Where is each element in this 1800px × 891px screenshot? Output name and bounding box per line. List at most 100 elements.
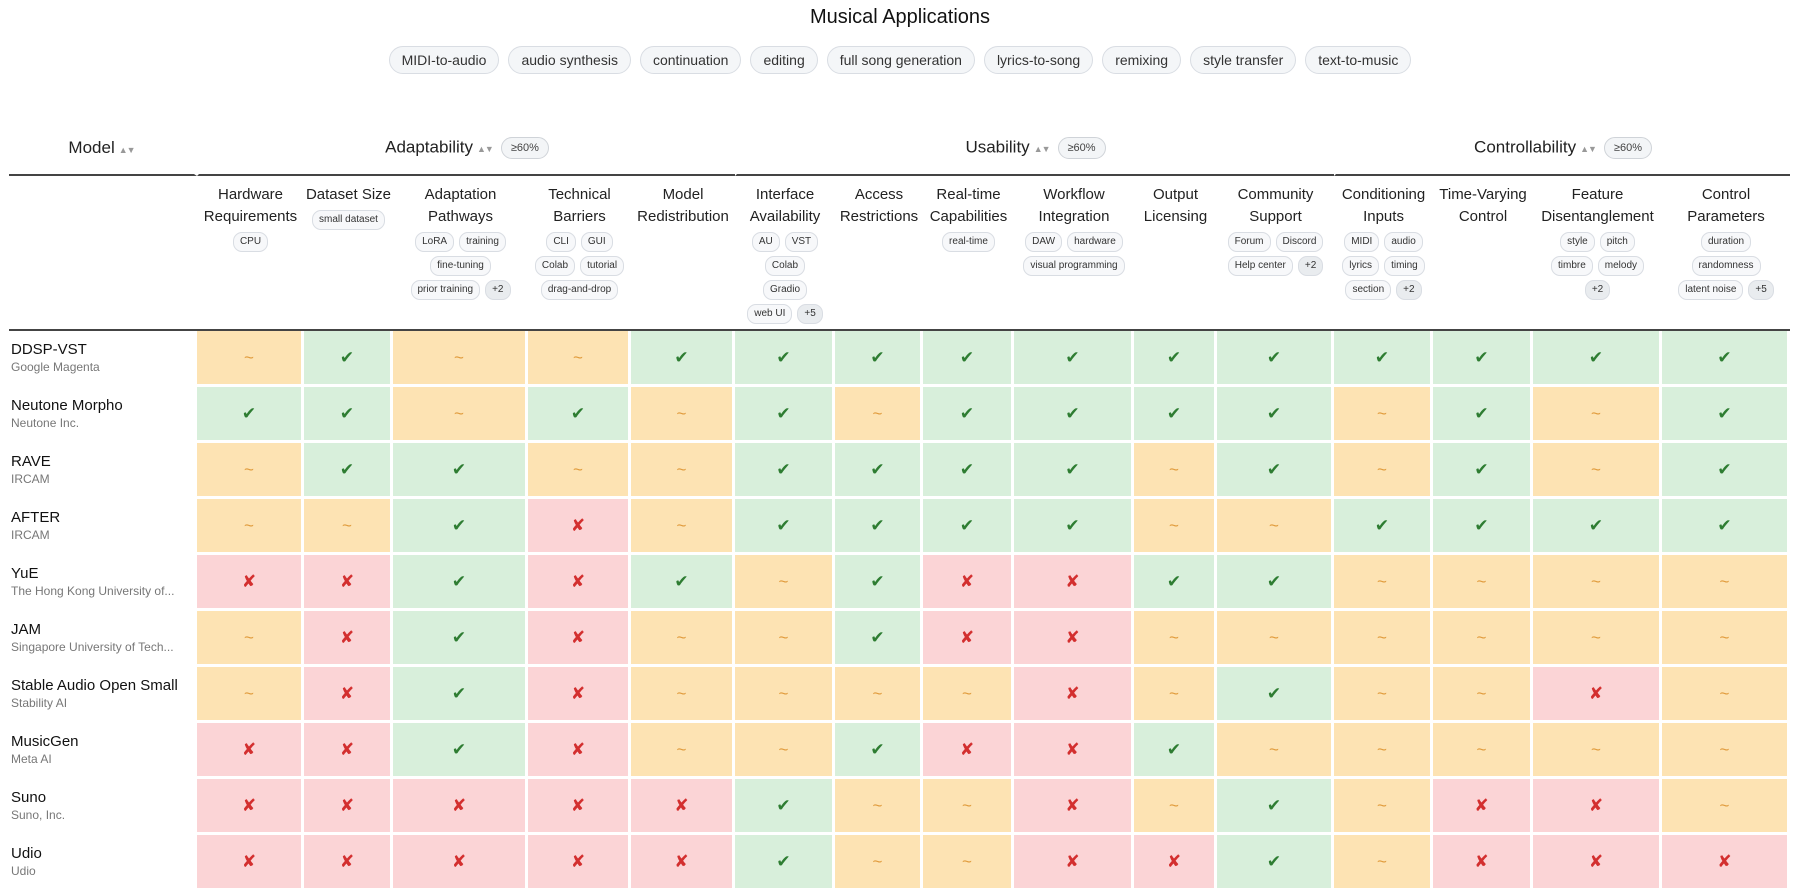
model-cell[interactable]: AFTER IRCAM [9, 499, 197, 555]
status-cell: ~ [1533, 723, 1663, 779]
status-cell: ✔ [304, 387, 393, 443]
model-cell[interactable]: DDSP-VST Google Magenta [9, 331, 197, 387]
model-cell[interactable]: YuE The Hong Kong University of... [9, 555, 197, 611]
model-cell[interactable]: Neutone Morpho Neutone Inc. [9, 387, 197, 443]
table-row[interactable]: AFTER IRCAM ~ ~ ✔ ✘ ~ ✔ ✔ ✔ ✔ ~ ~ ✔ ✔ ✔ ✔ [9, 499, 1791, 555]
column-tag: melody [1597, 256, 1645, 276]
column-header[interactable]: Workflow Integration DAW hardware visual pr… [1014, 176, 1134, 331]
table-row[interactable]: YuE The Hong Kong University of... ✘ ✘ ✔ ✘ ✔ ~ ✔… [9, 555, 1791, 611]
table-row[interactable]: JAM Singapore University of Tech... ~ ✘ ✔ ✘ ~ ~… [9, 611, 1791, 667]
filter-chip[interactable]: audio synthesis [508, 46, 631, 74]
filter-chip[interactable]: style transfer [1190, 46, 1297, 74]
column-header[interactable]: Adaptation Pathways LoRA training fine-tuni… [393, 176, 528, 331]
column-header[interactable]: Community Support Forum Discord Help center… [1217, 176, 1335, 331]
model-cell[interactable]: JAM Singapore University of Tech... [9, 611, 197, 667]
column-header[interactable]: Conditioning Inputs MIDI audio lyrics timing… [1334, 176, 1434, 331]
column-header[interactable]: Hardware Requirements CPU [197, 176, 304, 331]
filter-chip[interactable]: continuation [639, 46, 742, 74]
status-cell: ✘ [197, 835, 304, 891]
column-header[interactable]: Real-time Capabilities real-time [923, 176, 1014, 331]
status-cell: ✔ [1533, 331, 1663, 387]
cross-icon: ✘ [339, 739, 355, 759]
sort-icon[interactable]: ▲▼ [118, 145, 136, 155]
table-row[interactable]: Neutone Morpho Neutone Inc. ✔ ✔ ~ ✔ ~ ✔ ~ ✔ ✔ ✔ ✔ ~ ✔ ~… [9, 387, 1791, 443]
status-cell: ✘ [393, 835, 528, 891]
partial-icon: ~ [676, 459, 687, 479]
filter-chip[interactable]: remixing [1102, 46, 1182, 74]
model-cell[interactable]: Udio Udio [9, 835, 197, 891]
threshold-pill[interactable]: ≥60% [500, 137, 549, 159]
column-header[interactable]: Access Restrictions [835, 176, 923, 331]
check-icon: ✔ [451, 739, 467, 759]
model-cell[interactable]: Stable Audio Open Small Stability AI [9, 667, 197, 723]
column-header-label: Control Parameters [1687, 186, 1765, 225]
group-header-model[interactable]: Model ▲▼ [9, 122, 197, 176]
model-cell[interactable]: MusicGen Meta AI [9, 723, 197, 779]
column-header[interactable]: Interface Availability AU VST Colab Gradio we… [735, 176, 835, 331]
cross-icon: ✘ [1474, 851, 1489, 871]
status-cell: ✔ [1433, 387, 1534, 443]
status-cell: ✔ [1217, 555, 1335, 611]
sort-icon[interactable]: ▲▼ [477, 144, 494, 155]
threshold-pill[interactable]: ≥60% [1057, 137, 1106, 159]
column-tag: CPU [232, 232, 269, 252]
more-tags-badge[interactable]: +2 [1584, 280, 1611, 300]
group-header-usability[interactable]: Usability ▲▼ ≥60% [735, 122, 1335, 176]
more-tags-badge[interactable]: +2 [1396, 280, 1422, 300]
column-header[interactable]: Model Redistribution [631, 176, 735, 331]
column-header-label: Time-Varying Control [1439, 186, 1527, 225]
filter-chip[interactable]: lyrics-to-song [983, 46, 1094, 74]
filter-chip[interactable]: editing [750, 46, 818, 74]
table-row[interactable]: MusicGen Meta AI ✘ ✘ ✔ ✘ ~ ~ ✔ ✘ ✘ ✔ ~ ~ ~ ~ ~ [9, 723, 1791, 779]
group-header-controllability[interactable]: Controllability ▲▼ ≥60% [1334, 122, 1791, 176]
column-header[interactable]: Output Licensing [1134, 176, 1217, 331]
model-cell[interactable]: RAVE IRCAM [9, 443, 197, 499]
filter-chip[interactable]: full song generation [826, 46, 975, 74]
check-icon: ✔ [776, 403, 791, 423]
check-icon: ✔ [959, 459, 975, 479]
filter-chip[interactable]: text-to-music [1305, 46, 1412, 74]
check-icon: ✔ [776, 515, 791, 535]
column-header[interactable]: Control Parameters duration randomness late… [1662, 176, 1791, 331]
status-cell: ✔ [1217, 667, 1335, 723]
cross-icon: ✘ [570, 627, 586, 647]
column-tag: GUI [580, 232, 613, 252]
cross-icon: ✘ [959, 571, 975, 591]
partial-icon: ~ [1476, 683, 1487, 703]
filter-chip[interactable]: MIDI-to-audio [388, 46, 500, 74]
threshold-pill[interactable]: ≥60% [1603, 137, 1652, 159]
status-cell: ✘ [1014, 555, 1134, 611]
cross-icon: ✘ [674, 851, 689, 871]
check-icon: ✔ [1166, 739, 1182, 759]
status-cell: ~ [1217, 723, 1335, 779]
table-row[interactable]: DDSP-VST Google Magenta ~ ✔ ~ ~ ✔ ✔ ✔ ✔ ✔ ✔ ✔ ✔ ✔ ✔ ✔ [9, 331, 1791, 387]
column-header[interactable]: Feature Disentanglement style pitch timbre m… [1533, 176, 1663, 331]
more-tags-badge[interactable]: +2 [1297, 256, 1324, 276]
sort-icon[interactable]: ▲▼ [1580, 144, 1597, 155]
more-tags-badge[interactable]: +2 [485, 280, 511, 300]
column-header-label: Interface Availability [749, 186, 821, 225]
group-label: Model [68, 138, 115, 157]
column-header-label: Hardware Requirements [203, 186, 298, 225]
model-organization: Udio [11, 864, 36, 878]
status-cell: ~ [1134, 779, 1217, 835]
column-header[interactable]: Time-Varying Control [1433, 176, 1534, 331]
sort-icon[interactable]: ▲▼ [1033, 144, 1051, 155]
cross-icon: ✘ [570, 739, 586, 759]
status-cell: ~ [1662, 611, 1791, 667]
table-row[interactable]: RAVE IRCAM ~ ✔ ✔ ~ ~ ✔ ✔ ✔ ✔ ~ ✔ ~ ✔ ~ ✔ [9, 443, 1791, 499]
column-header[interactable]: Technical Barriers CLI GUI Colab tutorial dra… [528, 176, 631, 331]
partial-icon: ~ [1719, 571, 1730, 591]
table-row[interactable]: Suno Suno, Inc. ✘ ✘ ✘ ✘ ✘ ✔ ~ ~ ✘ ~ ✔ ~ ✘ ✘ ~ [9, 779, 1791, 835]
table-row[interactable]: Udio Udio ✘ ✘ ✘ ✘ ✘ ✔ ~ ~ ✘ ✘ ✔ ~ ✘ ✘ ✘ [9, 835, 1791, 891]
more-tags-badge[interactable]: +5 [1748, 280, 1774, 300]
status-cell: ✘ [1014, 611, 1134, 667]
status-cell: ✘ [528, 835, 631, 891]
cross-icon: ✘ [241, 739, 257, 759]
model-cell[interactable]: Suno Suno, Inc. [9, 779, 197, 835]
more-tags-badge[interactable]: +5 [797, 304, 823, 324]
status-cell: ✘ [197, 723, 304, 779]
column-header[interactable]: Dataset Size small dataset [304, 176, 393, 331]
group-header-adaptability[interactable]: Adaptability ▲▼ ≥60% [197, 122, 735, 176]
table-row[interactable]: Stable Audio Open Small Stability AI ~ ✘ ✔ ✘ ~… [9, 667, 1791, 723]
